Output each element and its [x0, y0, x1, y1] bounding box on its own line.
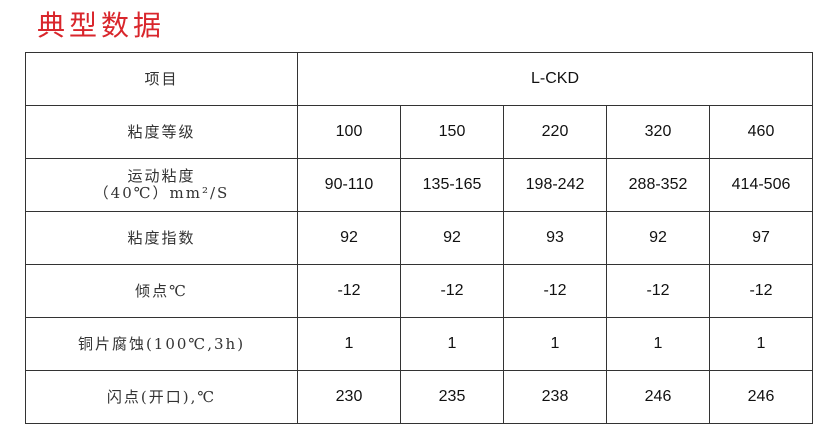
table-cell: 100 — [297, 105, 401, 159]
table-cell: 246 — [709, 370, 813, 424]
table-cell: 92 — [297, 211, 401, 265]
row-label: 运动粘度 （40℃）mm²/S — [25, 158, 298, 212]
table-row: 铜片腐蚀(100℃,3h) 1 1 1 1 1 — [25, 317, 813, 371]
table-cell: 246 — [606, 370, 710, 424]
table-cell: 235 — [400, 370, 504, 424]
table-cell: -12 — [400, 264, 504, 318]
row-label: 粘度指数 — [25, 211, 298, 265]
table-cell: 238 — [503, 370, 607, 424]
table-cell: -12 — [709, 264, 813, 318]
page-title: 典型数据 — [37, 9, 166, 42]
table-cell: 1 — [606, 317, 710, 371]
row-label-unit: （40℃）mm²/S — [93, 184, 230, 202]
row-label-text: 闪点(开口),℃ — [106, 387, 217, 406]
table-cell: 1 — [297, 317, 401, 371]
row-label: 铜片腐蚀(100℃,3h) — [25, 317, 298, 371]
row-label-text: 倾点℃ — [135, 281, 188, 300]
table-cell: 1 — [709, 317, 813, 371]
table-cell: 1 — [400, 317, 504, 371]
row-label-text: 铜片腐蚀(100℃,3h) — [77, 334, 246, 353]
table-cell: -12 — [503, 264, 607, 318]
table-cell: 93 — [503, 211, 607, 265]
table-cell: 92 — [606, 211, 710, 265]
table-cell: 150 — [400, 105, 504, 159]
table-cell: 92 — [400, 211, 504, 265]
row-label-text: 粘度指数 — [127, 228, 196, 247]
table-cell: 220 — [503, 105, 607, 159]
table-cell: -12 — [297, 264, 401, 318]
table-cell: -12 — [606, 264, 710, 318]
table-cell: 320 — [606, 105, 710, 159]
table-row: 闪点(开口),℃ 230 235 238 246 246 — [25, 370, 813, 424]
row-label: 倾点℃ — [25, 264, 298, 318]
header-item: 项目 — [25, 52, 298, 106]
table-cell: 460 — [709, 105, 813, 159]
row-label-text: 粘度等级 — [127, 122, 196, 141]
table-row: 运动粘度 （40℃）mm²/S 90-110 135-165 198-242 288-35… — [25, 158, 813, 212]
table-row: 粘度指数 92 92 93 92 97 — [25, 211, 813, 265]
row-label-text: 运动粘度 — [127, 167, 196, 185]
table-cell: 414-506 — [709, 158, 813, 212]
table-row: 粘度等级 100 150 220 320 460 — [25, 105, 813, 159]
row-label: 闪点(开口),℃ — [25, 370, 298, 424]
table-cell: 198-242 — [503, 158, 607, 212]
table-row: 倾点℃ -12 -12 -12 -12 -12 — [25, 264, 813, 318]
table-cell: 135-165 — [400, 158, 504, 212]
table-cell: 90-110 — [297, 158, 401, 212]
table-cell: 1 — [503, 317, 607, 371]
header-product: L-CKD — [297, 52, 813, 106]
table-cell: 97 — [709, 211, 813, 265]
table-header-row: 项目 L-CKD — [25, 52, 813, 106]
table-cell: 230 — [297, 370, 401, 424]
row-label: 粘度等级 — [25, 105, 298, 159]
typical-data-table: 项目 L-CKD 粘度等级 100 150 220 320 460 运动粘度 （40℃）mm²… — [25, 52, 813, 424]
table-cell: 288-352 — [606, 158, 710, 212]
